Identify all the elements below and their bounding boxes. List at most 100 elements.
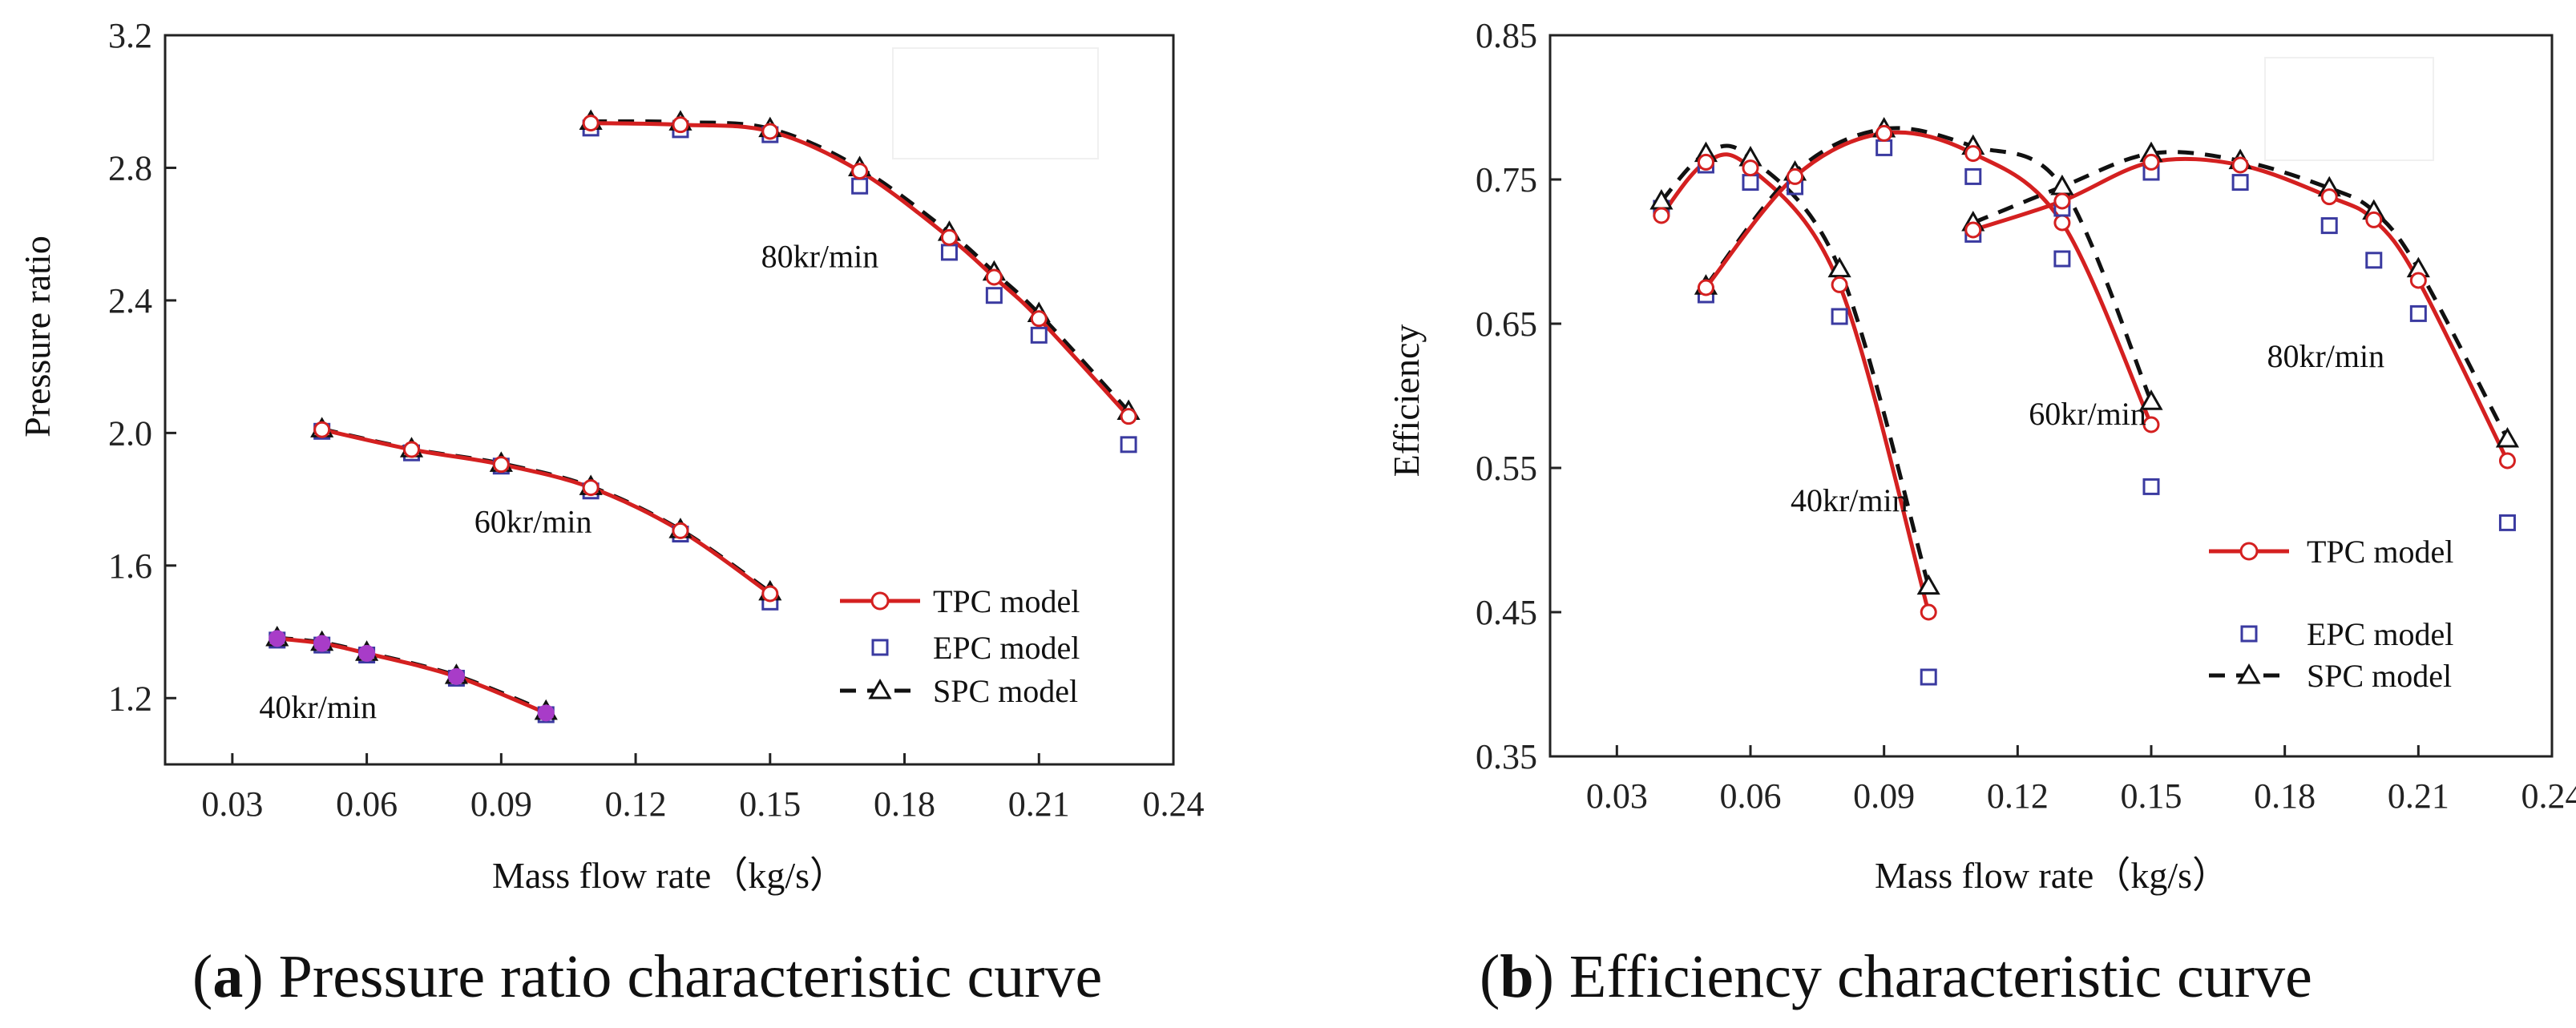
tpc-point — [2365, 211, 2383, 228]
legend-tpc-label-a: TPC model — [933, 583, 1080, 619]
x-tick-label: 0.15 — [739, 784, 801, 824]
epc-point — [2053, 250, 2071, 268]
y-tick-label: 0.55 — [1476, 449, 1537, 488]
spc-point — [1916, 574, 1940, 595]
x-axis-label-a: Mass flow rate（kg/s） — [492, 855, 846, 896]
legend-epc-marker-b — [2240, 625, 2258, 643]
tpc-point — [1920, 603, 1937, 621]
legend-spc-label-b: SPC model — [2307, 658, 2452, 694]
epc-point — [2231, 174, 2249, 191]
epc-point — [985, 287, 1003, 304]
spc-point — [2139, 389, 2163, 410]
tpc-point — [2409, 272, 2427, 289]
legend-epc-label-a: EPC model — [933, 630, 1080, 666]
y-tick-label: 0.85 — [1476, 16, 1537, 55]
epc-point — [1120, 436, 1137, 454]
caption-b: (b) Efficiency characteristic curve — [1480, 943, 2312, 1010]
epc-point — [2320, 217, 2338, 235]
speed-label: 80kr/min — [2267, 338, 2384, 374]
tpc-point — [2142, 416, 2160, 433]
x-tick-label: 0.24 — [1143, 784, 1205, 824]
x-tick-label: 0.09 — [1853, 776, 1915, 816]
plot-frame-a — [164, 34, 1175, 766]
speed-labels-a: 40kr/min 60kr/min 80kr/min — [259, 239, 878, 726]
epc-point — [851, 177, 869, 195]
tpc-point — [447, 667, 465, 685]
epc-point — [1920, 668, 1937, 686]
tpc-point — [1742, 159, 1759, 177]
caption-a-text: Pressure ratio characteristic curve — [264, 943, 1103, 1010]
tpc-point — [1831, 276, 1848, 293]
y-tick-label: 2.4 — [108, 281, 152, 320]
tpc-point — [761, 585, 779, 603]
y-tick-label: 3.2 — [108, 16, 152, 55]
blank-box-a — [892, 47, 1099, 159]
epc-point — [940, 244, 958, 261]
tpc-line-40kr/min — [1659, 152, 1931, 613]
speed-label: 40kr/min — [259, 689, 377, 725]
speed-label: 80kr/min — [761, 239, 879, 275]
y-tick-label: 0.45 — [1476, 593, 1537, 632]
tpc-point — [313, 635, 331, 652]
tpc-point — [1697, 279, 1714, 296]
tpc-point — [582, 115, 600, 132]
legend-epc-label-b: EPC model — [2307, 616, 2453, 652]
epc-point — [1831, 308, 1848, 325]
series-b — [1649, 116, 2520, 686]
tpc-point — [2142, 153, 2160, 171]
spc-point — [1827, 256, 1851, 278]
tpc-point — [1875, 124, 1893, 142]
tpc-point — [1964, 221, 1982, 239]
y-tick-label: 1.2 — [108, 679, 152, 718]
tpc-point — [1030, 310, 1048, 328]
tpc-point — [985, 268, 1003, 286]
tpc-point — [358, 644, 376, 662]
y-axis-label-a: Pressure ratio — [17, 236, 58, 437]
tpc-point — [269, 630, 286, 647]
x-tick-label: 0.21 — [2388, 776, 2449, 816]
legend-epc-marker-a — [871, 639, 889, 656]
efficiency-chart: 0.03 0.06 0.09 0.12 0.15 0.18 0.21 0.24 0.35 0.45… — [1386, 16, 2576, 896]
epc-point — [1030, 326, 1048, 344]
y-tick-label: 2.0 — [108, 413, 152, 453]
tpc-line-60kr/min — [1704, 130, 2154, 426]
tpc-point — [403, 441, 421, 458]
tpc-point — [537, 704, 555, 722]
epc-point — [1742, 174, 1759, 191]
spc-point — [2495, 426, 2520, 448]
series-a — [265, 109, 1141, 724]
spc-line-60kr/min — [1704, 126, 2154, 403]
speed-labels-b: 40kr/min 60kr/min 80kr/min — [1791, 338, 2384, 518]
y-tick-label: 1.6 — [108, 546, 152, 586]
epc-point — [1875, 139, 1893, 156]
tpc-point — [1653, 207, 1670, 224]
epc-point — [2142, 478, 2160, 495]
y-tick-label: 0.35 — [1476, 737, 1537, 776]
tpc-point — [940, 228, 958, 246]
legend-spc-label-a: SPC model — [933, 673, 1078, 709]
speed-label: 40kr/min — [1791, 482, 1908, 518]
tpc-point — [2053, 214, 2071, 232]
x-axis-label-b: Mass flow rate（kg/s） — [1875, 855, 2229, 896]
y-tick-label: 0.75 — [1476, 160, 1537, 200]
tpc-point — [2053, 192, 2071, 210]
tpc-point — [1697, 153, 1714, 171]
blank-box-b — [2264, 57, 2434, 161]
tpc-point — [2231, 156, 2249, 174]
x-tick-label: 0.12 — [605, 784, 667, 824]
ticks-b: 0.03 0.06 0.09 0.12 0.15 0.18 0.21 0.24 0.35 0.45… — [1476, 16, 2576, 816]
caption-b-text: Efficiency characteristic curve — [1554, 943, 2312, 1010]
speed-label: 60kr/min — [474, 503, 592, 539]
tpc-point — [672, 522, 689, 539]
x-tick-label: 0.09 — [470, 784, 532, 824]
epc-point — [2365, 252, 2383, 269]
caption-a-letter: a — [212, 943, 243, 1010]
caption-a: (a) Pressure ratio characteristic curve — [192, 943, 1102, 1010]
plot-frame-b — [1548, 34, 2554, 758]
tpc-point — [672, 116, 689, 134]
x-tick-label: 0.18 — [2254, 776, 2316, 816]
x-tick-label: 0.18 — [874, 784, 935, 824]
x-tick-label: 0.03 — [1586, 776, 1648, 816]
x-tick-label: 0.15 — [2121, 776, 2182, 816]
